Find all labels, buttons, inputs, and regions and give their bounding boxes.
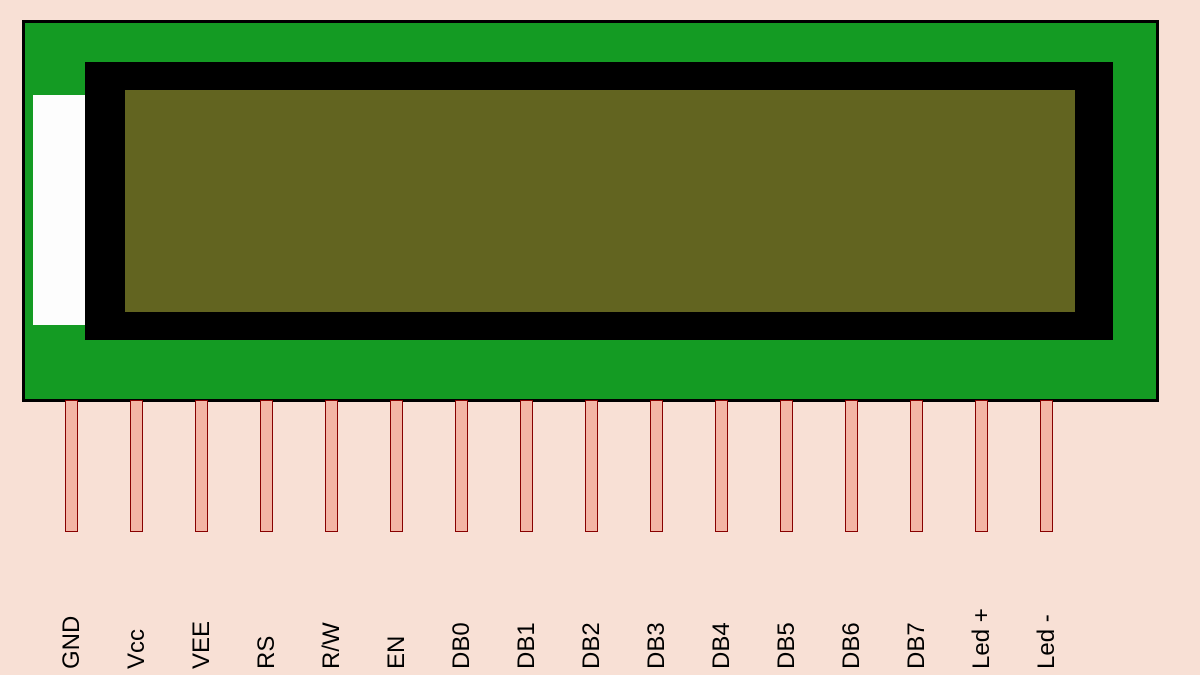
pin-9 bbox=[585, 400, 598, 532]
pin-11 bbox=[715, 400, 728, 532]
pin-5 bbox=[325, 400, 338, 532]
pin-12 bbox=[780, 400, 793, 532]
pin-8 bbox=[520, 400, 533, 532]
pin-label-4: RS bbox=[253, 569, 281, 669]
pin-label-15: Led + bbox=[968, 569, 996, 669]
pin-label-1: GND bbox=[58, 569, 86, 669]
pin-4 bbox=[260, 400, 273, 532]
white-tab bbox=[33, 95, 85, 325]
pin-2 bbox=[130, 400, 143, 532]
pin-label-3: VEE bbox=[188, 569, 216, 669]
pin-label-2: Vcc bbox=[123, 569, 151, 669]
pin-7 bbox=[455, 400, 468, 532]
pin-label-5: R/W bbox=[318, 569, 346, 669]
pin-14 bbox=[910, 400, 923, 532]
lcd-screen bbox=[125, 90, 1075, 312]
pin-label-9: DB2 bbox=[578, 569, 606, 669]
pin-label-11: DB4 bbox=[708, 569, 736, 669]
diagram-canvas: GND Vcc VEE RS R/W EN DB0 DB1 DB2 DB3 DB4 DB5 DB6 DB7… bbox=[0, 0, 1200, 675]
pin-16 bbox=[1040, 400, 1053, 532]
pin-label-7: DB0 bbox=[448, 569, 476, 669]
pin-label-14: DB7 bbox=[903, 569, 931, 669]
pin-13 bbox=[845, 400, 858, 532]
pin-1 bbox=[65, 400, 78, 532]
pin-label-10: DB3 bbox=[643, 569, 671, 669]
pin-3 bbox=[195, 400, 208, 532]
pin-label-13: DB6 bbox=[838, 569, 866, 669]
pin-6 bbox=[390, 400, 403, 532]
pin-label-12: DB5 bbox=[773, 569, 801, 669]
pin-label-16: Led - bbox=[1033, 569, 1061, 669]
pin-label-8: DB1 bbox=[513, 569, 541, 669]
pin-label-6: EN bbox=[383, 569, 411, 669]
pin-10 bbox=[650, 400, 663, 532]
pin-15 bbox=[975, 400, 988, 532]
